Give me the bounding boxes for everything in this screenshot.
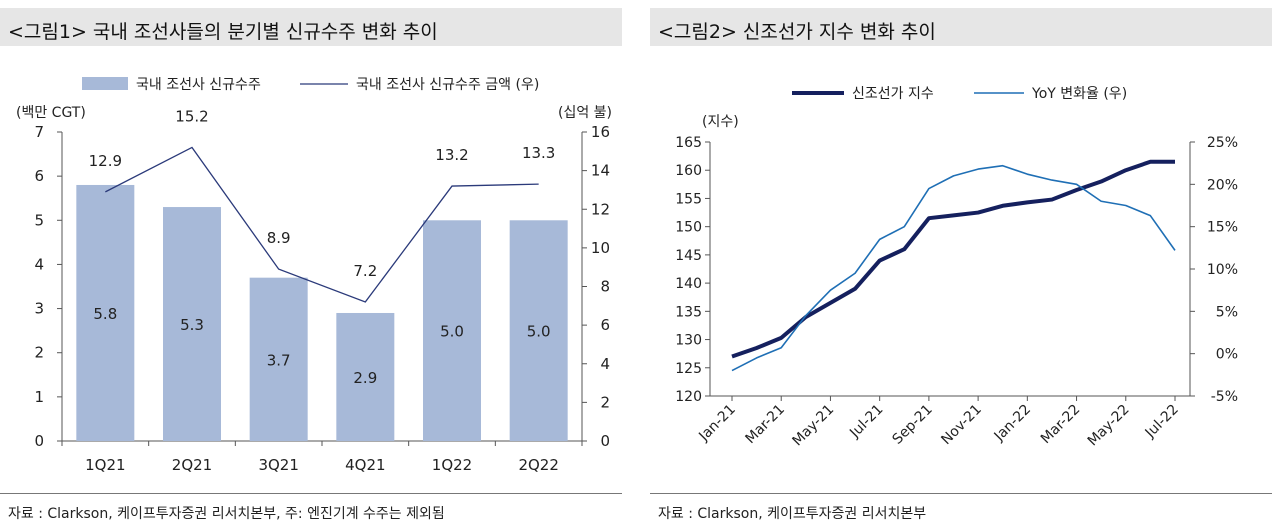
- figure2-panel: <그림2> 신조선가 지수 변화 추이 신조선가 지수 YoY 변화율 (우) (지…: [650, 0, 1280, 530]
- y-left-tick-label: 5: [34, 211, 44, 229]
- y-right-tick-label: 0%: [1216, 347, 1238, 363]
- legend-bar-label: 국내 조선사 신규수주: [136, 77, 261, 93]
- x-tick-label: 2Q21: [172, 456, 212, 474]
- x-tick-label: 1Q22: [432, 456, 472, 474]
- figure2-source: 자료 : Clarkson, 케이프투자증권 리서치본부: [658, 506, 927, 522]
- x-tick-label: May-22: [1085, 402, 1133, 450]
- bar-value-label: 3.7: [267, 351, 291, 369]
- y-left-tick-label: 135: [675, 304, 702, 320]
- line-value-label: 13.3: [522, 144, 555, 162]
- y-left-tick-label: 155: [675, 191, 702, 207]
- figure1-divider: [0, 493, 622, 494]
- figure2-chart: 신조선가 지수 YoY 변화율 (우) (지수) 120 125 130 135 140 145…: [675, 86, 1238, 450]
- y-left-tick-label: 145: [675, 248, 702, 264]
- y-left-tick-label: 150: [675, 220, 702, 236]
- figure1-source: 자료 : Clarkson, 케이프투자증권 리서치본부, 주: 엔진기계 수주…: [8, 506, 445, 522]
- bar-1Q22: [423, 220, 481, 441]
- x-tick-label: Jan-22: [991, 402, 1034, 445]
- y-right-tick-label: 16: [591, 123, 610, 141]
- y-left-tick-label: 160: [675, 163, 702, 179]
- line-series-index: [731, 159, 1175, 359]
- legend-line-label: 국내 조선사 신규수주 금액 (우): [356, 77, 539, 93]
- bar-4Q21: [336, 312, 395, 441]
- x-tick-label: Jul-21: [846, 402, 886, 442]
- y-right-tick-label: 4: [600, 355, 610, 373]
- figure1-title: <그림1> 국내 조선사들의 분기별 신규수주 변화 추이: [8, 21, 438, 43]
- y-left-unit: (백만 CGT): [16, 105, 86, 121]
- y-right-tick-label: 2: [600, 393, 610, 411]
- figure2-divider: [650, 493, 1272, 494]
- x-tick-label: Mar-21: [743, 402, 789, 448]
- y-left-tick-label: 3: [34, 300, 44, 318]
- legend-bar-swatch: [82, 77, 128, 90]
- y-right-tick-label: 10: [591, 239, 610, 257]
- legend-index-label: 신조선가 지수: [852, 86, 934, 102]
- figure2-title-bar: <그림2> 신조선가 지수 변화 추이: [650, 8, 1272, 46]
- x-tick-label: Jul-22: [1142, 402, 1182, 442]
- bar-value-label: 5.8: [93, 305, 117, 323]
- y-left-tick-label: 1: [34, 388, 44, 406]
- line-series-yoy: [731, 164, 1176, 372]
- y-right-tick-label: -5%: [1211, 389, 1238, 405]
- bar-1Q21: [76, 184, 135, 441]
- x-tick-label: 2Q22: [518, 456, 558, 474]
- y-right-tick-label: 25%: [1207, 135, 1238, 151]
- x-tick-label: 4Q21: [345, 456, 385, 474]
- figure1-chart: 국내 조선사 신규수주 국내 조선사 신규수주 금액 (우) (백만 CGT) (십억…: [16, 77, 612, 474]
- y-left-tick-label: 165: [675, 135, 702, 151]
- y-right-tick-label: 14: [591, 162, 610, 180]
- x-tick-label: May-21: [789, 402, 837, 450]
- figure1-title-bar: <그림1> 국내 조선사들의 분기별 신규수주 변화 추이: [0, 8, 622, 46]
- line-value-label: 8.9: [267, 229, 291, 247]
- x-tick-label: Sep-21: [890, 402, 936, 448]
- y-right-tick-label: 10%: [1207, 262, 1238, 278]
- legend-yoy-label: YoY 변화율 (우): [1031, 86, 1127, 102]
- figure1-panel: <그림1> 국내 조선사들의 분기별 신규수주 변화 추이 국내 조선사 신규수…: [0, 0, 630, 530]
- x-tick-label: 3Q21: [258, 456, 298, 474]
- bar-value-label: 2.9: [353, 369, 377, 387]
- bar-value-label: 5.0: [527, 323, 551, 341]
- y-right-tick-label: 5%: [1216, 304, 1238, 320]
- x-tick-label: Jan-21: [695, 402, 738, 445]
- y-right-tick-label: 12: [591, 200, 610, 218]
- bar-value-label: 5.3: [180, 316, 204, 334]
- y-left-tick-label: 7: [34, 123, 44, 141]
- y-left-tick-label: 120: [675, 389, 702, 405]
- y-left-tick-label: 125: [675, 361, 702, 377]
- y-right-unit: (십억 불): [558, 105, 612, 121]
- x-tick-label: 1Q21: [85, 456, 125, 474]
- line-value-label: 7.2: [353, 262, 377, 280]
- y-left-unit: (지수): [702, 114, 739, 130]
- y-right-tick-label: 15%: [1207, 220, 1238, 236]
- bar-2Q22: [509, 220, 568, 441]
- x-tick-label: Mar-22: [1038, 402, 1084, 448]
- y-left-tick-label: 140: [675, 276, 702, 292]
- bar-3Q21: [249, 277, 308, 441]
- line-series-amount: [105, 146, 539, 303]
- y-left-tick-label: 6: [34, 167, 44, 185]
- y-left-tick-label: 4: [34, 255, 44, 273]
- y-right-tick-label: 8: [600, 278, 610, 296]
- y-right-tick-label: 0: [600, 432, 610, 450]
- y-right-tick-label: 6: [600, 316, 610, 334]
- bar-2Q21: [163, 207, 221, 441]
- y-left-tick-label: 0: [34, 432, 44, 450]
- bar-value-label: 5.0: [440, 323, 464, 341]
- line-value-label: 15.2: [175, 107, 208, 125]
- y-right-tick-label: 20%: [1207, 177, 1238, 193]
- line-value-label: 13.2: [435, 146, 468, 164]
- figure2-title: <그림2> 신조선가 지수 변화 추이: [658, 21, 936, 43]
- line-value-label: 12.9: [89, 152, 122, 170]
- y-left-tick-label: 130: [675, 333, 702, 349]
- y-left-tick-label: 2: [34, 344, 44, 362]
- x-tick-label: Nov-21: [938, 402, 985, 449]
